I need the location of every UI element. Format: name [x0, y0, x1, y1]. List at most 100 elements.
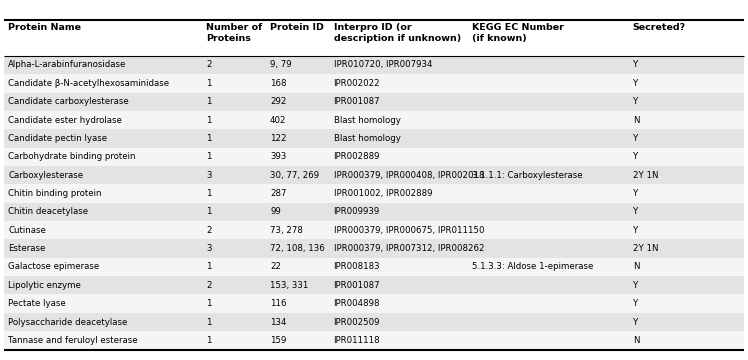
Text: Lipolytic enzyme: Lipolytic enzyme	[8, 281, 81, 290]
Text: 72, 108, 136: 72, 108, 136	[270, 244, 325, 253]
Text: Protein Name: Protein Name	[8, 23, 82, 32]
Bar	[4, 276, 744, 294]
Text: Candidate β-N-acetylhexosaminidase: Candidate β-N-acetylhexosaminidase	[8, 79, 169, 88]
Bar	[4, 184, 744, 203]
Bar	[4, 74, 744, 93]
Text: 287: 287	[270, 189, 286, 198]
Text: Y: Y	[633, 60, 638, 69]
Text: 2: 2	[206, 281, 212, 290]
Text: Galactose epimerase: Galactose epimerase	[8, 262, 99, 271]
Text: 1: 1	[206, 152, 212, 161]
Text: IPR001087: IPR001087	[334, 97, 380, 106]
Text: Number of
Proteins: Number of Proteins	[206, 23, 263, 43]
Text: 9, 79: 9, 79	[270, 60, 292, 69]
Text: IPR002509: IPR002509	[334, 318, 380, 327]
Text: 3: 3	[206, 171, 212, 180]
Text: 153, 331: 153, 331	[270, 281, 308, 290]
Text: 1: 1	[206, 207, 212, 216]
Text: IPR002022: IPR002022	[334, 79, 380, 88]
Text: 1: 1	[206, 336, 212, 345]
Text: KEGG EC Number
(if known): KEGG EC Number (if known)	[472, 23, 564, 43]
Text: IPR004898: IPR004898	[334, 299, 380, 308]
Text: Esterase: Esterase	[8, 244, 46, 253]
Bar	[4, 239, 744, 258]
Text: Interpro ID (or
description if unknown): Interpro ID (or description if unknown)	[334, 23, 461, 43]
Text: 1: 1	[206, 134, 212, 143]
Text: 1: 1	[206, 189, 212, 198]
Text: Tannase and feruloyl esterase: Tannase and feruloyl esterase	[8, 336, 138, 345]
Text: Blast homology: Blast homology	[334, 134, 400, 143]
Text: Y: Y	[633, 152, 638, 161]
Text: 402: 402	[270, 116, 286, 125]
Text: IPR009939: IPR009939	[334, 207, 380, 216]
Text: 159: 159	[270, 336, 286, 345]
Text: IPR001087: IPR001087	[334, 281, 380, 290]
Text: Candidate ester hydrolase: Candidate ester hydrolase	[8, 116, 122, 125]
Text: 1: 1	[206, 79, 212, 88]
Text: IPR000379, IPR000675, IPR011150: IPR000379, IPR000675, IPR011150	[334, 226, 484, 235]
Text: 99: 99	[270, 207, 280, 216]
Text: Y: Y	[633, 134, 638, 143]
Text: 122: 122	[270, 134, 286, 143]
Text: Y: Y	[633, 299, 638, 308]
Text: Carboxylesterase: Carboxylesterase	[8, 171, 83, 180]
Text: 1: 1	[206, 299, 212, 308]
Text: IPR000379, IPR000408, IPR002018: IPR000379, IPR000408, IPR002018	[334, 171, 484, 180]
Text: IPR011118: IPR011118	[334, 336, 380, 345]
Text: Y: Y	[633, 97, 638, 106]
Text: Y: Y	[633, 207, 638, 216]
Bar	[4, 111, 744, 129]
Text: 30, 77, 269: 30, 77, 269	[270, 171, 319, 180]
Text: Y: Y	[633, 189, 638, 198]
Text: IPR008183: IPR008183	[334, 262, 380, 271]
Text: 292: 292	[270, 97, 286, 106]
Text: Carbohydrate binding protein: Carbohydrate binding protein	[8, 152, 135, 161]
Text: 3: 3	[206, 244, 212, 253]
Bar	[4, 294, 744, 313]
Bar	[4, 258, 744, 276]
Text: IPR000379, IPR007312, IPR008262: IPR000379, IPR007312, IPR008262	[334, 244, 484, 253]
Text: Secreted?: Secreted?	[633, 23, 686, 32]
Text: 1: 1	[206, 97, 212, 106]
Text: 73, 278: 73, 278	[270, 226, 303, 235]
Text: 3.1.1.1: Carboxylesterase: 3.1.1.1: Carboxylesterase	[472, 171, 583, 180]
Text: Y: Y	[633, 79, 638, 88]
Text: 2Y 1N: 2Y 1N	[633, 244, 658, 253]
Text: 116: 116	[270, 299, 286, 308]
Text: Chitin deacetylase: Chitin deacetylase	[8, 207, 88, 216]
Text: Y: Y	[633, 226, 638, 235]
Bar	[4, 166, 744, 184]
Text: 22: 22	[270, 262, 281, 271]
Text: IPR001002, IPR002889: IPR001002, IPR002889	[334, 189, 432, 198]
Bar	[4, 129, 744, 148]
Bar	[4, 203, 744, 221]
Bar	[4, 313, 744, 331]
Bar	[4, 148, 744, 166]
Text: 1: 1	[206, 262, 212, 271]
Text: Pectate lyase: Pectate lyase	[8, 299, 66, 308]
Text: 134: 134	[270, 318, 286, 327]
Text: 2Y 1N: 2Y 1N	[633, 171, 658, 180]
Text: Alpha-L-arabinfuranosidase: Alpha-L-arabinfuranosidase	[8, 60, 126, 69]
Text: Chitin binding protein: Chitin binding protein	[8, 189, 102, 198]
Text: 1: 1	[206, 116, 212, 125]
Bar	[4, 93, 744, 111]
Text: N: N	[633, 116, 640, 125]
Text: 1: 1	[206, 318, 212, 327]
Text: IPR010720, IPR007934: IPR010720, IPR007934	[334, 60, 432, 69]
Text: 168: 168	[270, 79, 286, 88]
Text: 2: 2	[206, 226, 212, 235]
Text: N: N	[633, 262, 640, 271]
Bar	[4, 331, 744, 350]
Text: 393: 393	[270, 152, 286, 161]
Bar	[4, 221, 744, 239]
Text: Candidate pectin lyase: Candidate pectin lyase	[8, 134, 108, 143]
Text: Cutinase: Cutinase	[8, 226, 46, 235]
Text: 2: 2	[206, 60, 212, 69]
Text: 5.1.3.3: Aldose 1-epimerase: 5.1.3.3: Aldose 1-epimerase	[472, 262, 593, 271]
Text: Polysaccharide deacetylase: Polysaccharide deacetylase	[8, 318, 128, 327]
Text: IPR002889: IPR002889	[334, 152, 380, 161]
Text: Y: Y	[633, 281, 638, 290]
Bar	[4, 56, 744, 74]
Text: Blast homology: Blast homology	[334, 116, 400, 125]
